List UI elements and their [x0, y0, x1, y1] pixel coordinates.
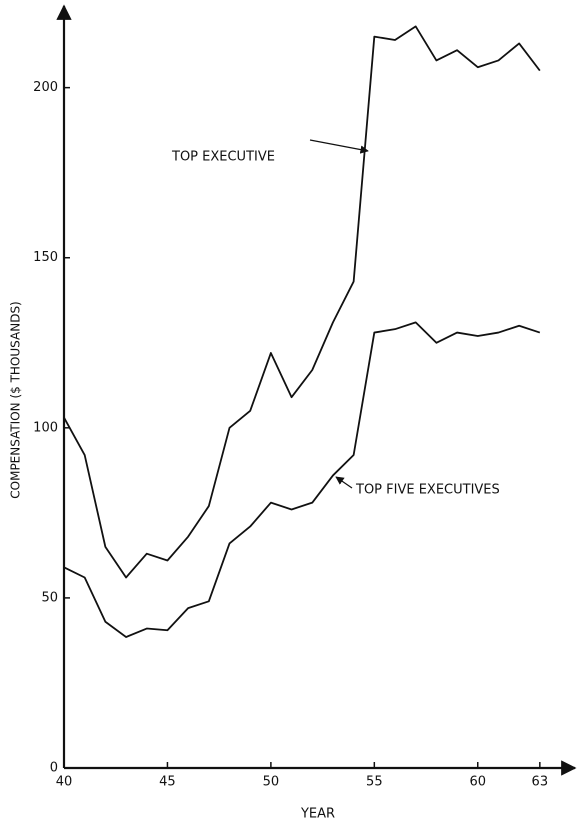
x-axis-label: YEAR: [300, 807, 335, 822]
x-tick-label: 63: [532, 775, 549, 790]
series-line: [63, 321, 541, 638]
series-label: TOP EXECUTIVE: [171, 150, 275, 165]
y-tick-label: 50: [41, 590, 58, 605]
y-tick-label: 0: [50, 761, 58, 776]
x-tick-label: 55: [366, 775, 383, 790]
y-tick-label: 100: [33, 420, 58, 435]
label-arrow: [309, 139, 369, 154]
x-tick-label: 50: [263, 775, 280, 790]
y-tick-label: 200: [33, 80, 58, 95]
x-tick-label: 60: [469, 775, 486, 790]
series-label: TOP FIVE EXECUTIVES: [355, 483, 500, 498]
series-line: [63, 25, 541, 579]
y-axis-label: COMPENSATION ($ THOUSANDS): [9, 301, 23, 498]
x-tick-label: 45: [159, 775, 176, 790]
y-tick-label: 150: [33, 250, 58, 265]
label-arrow: [335, 476, 353, 489]
x-tick-label: 40: [56, 775, 73, 790]
